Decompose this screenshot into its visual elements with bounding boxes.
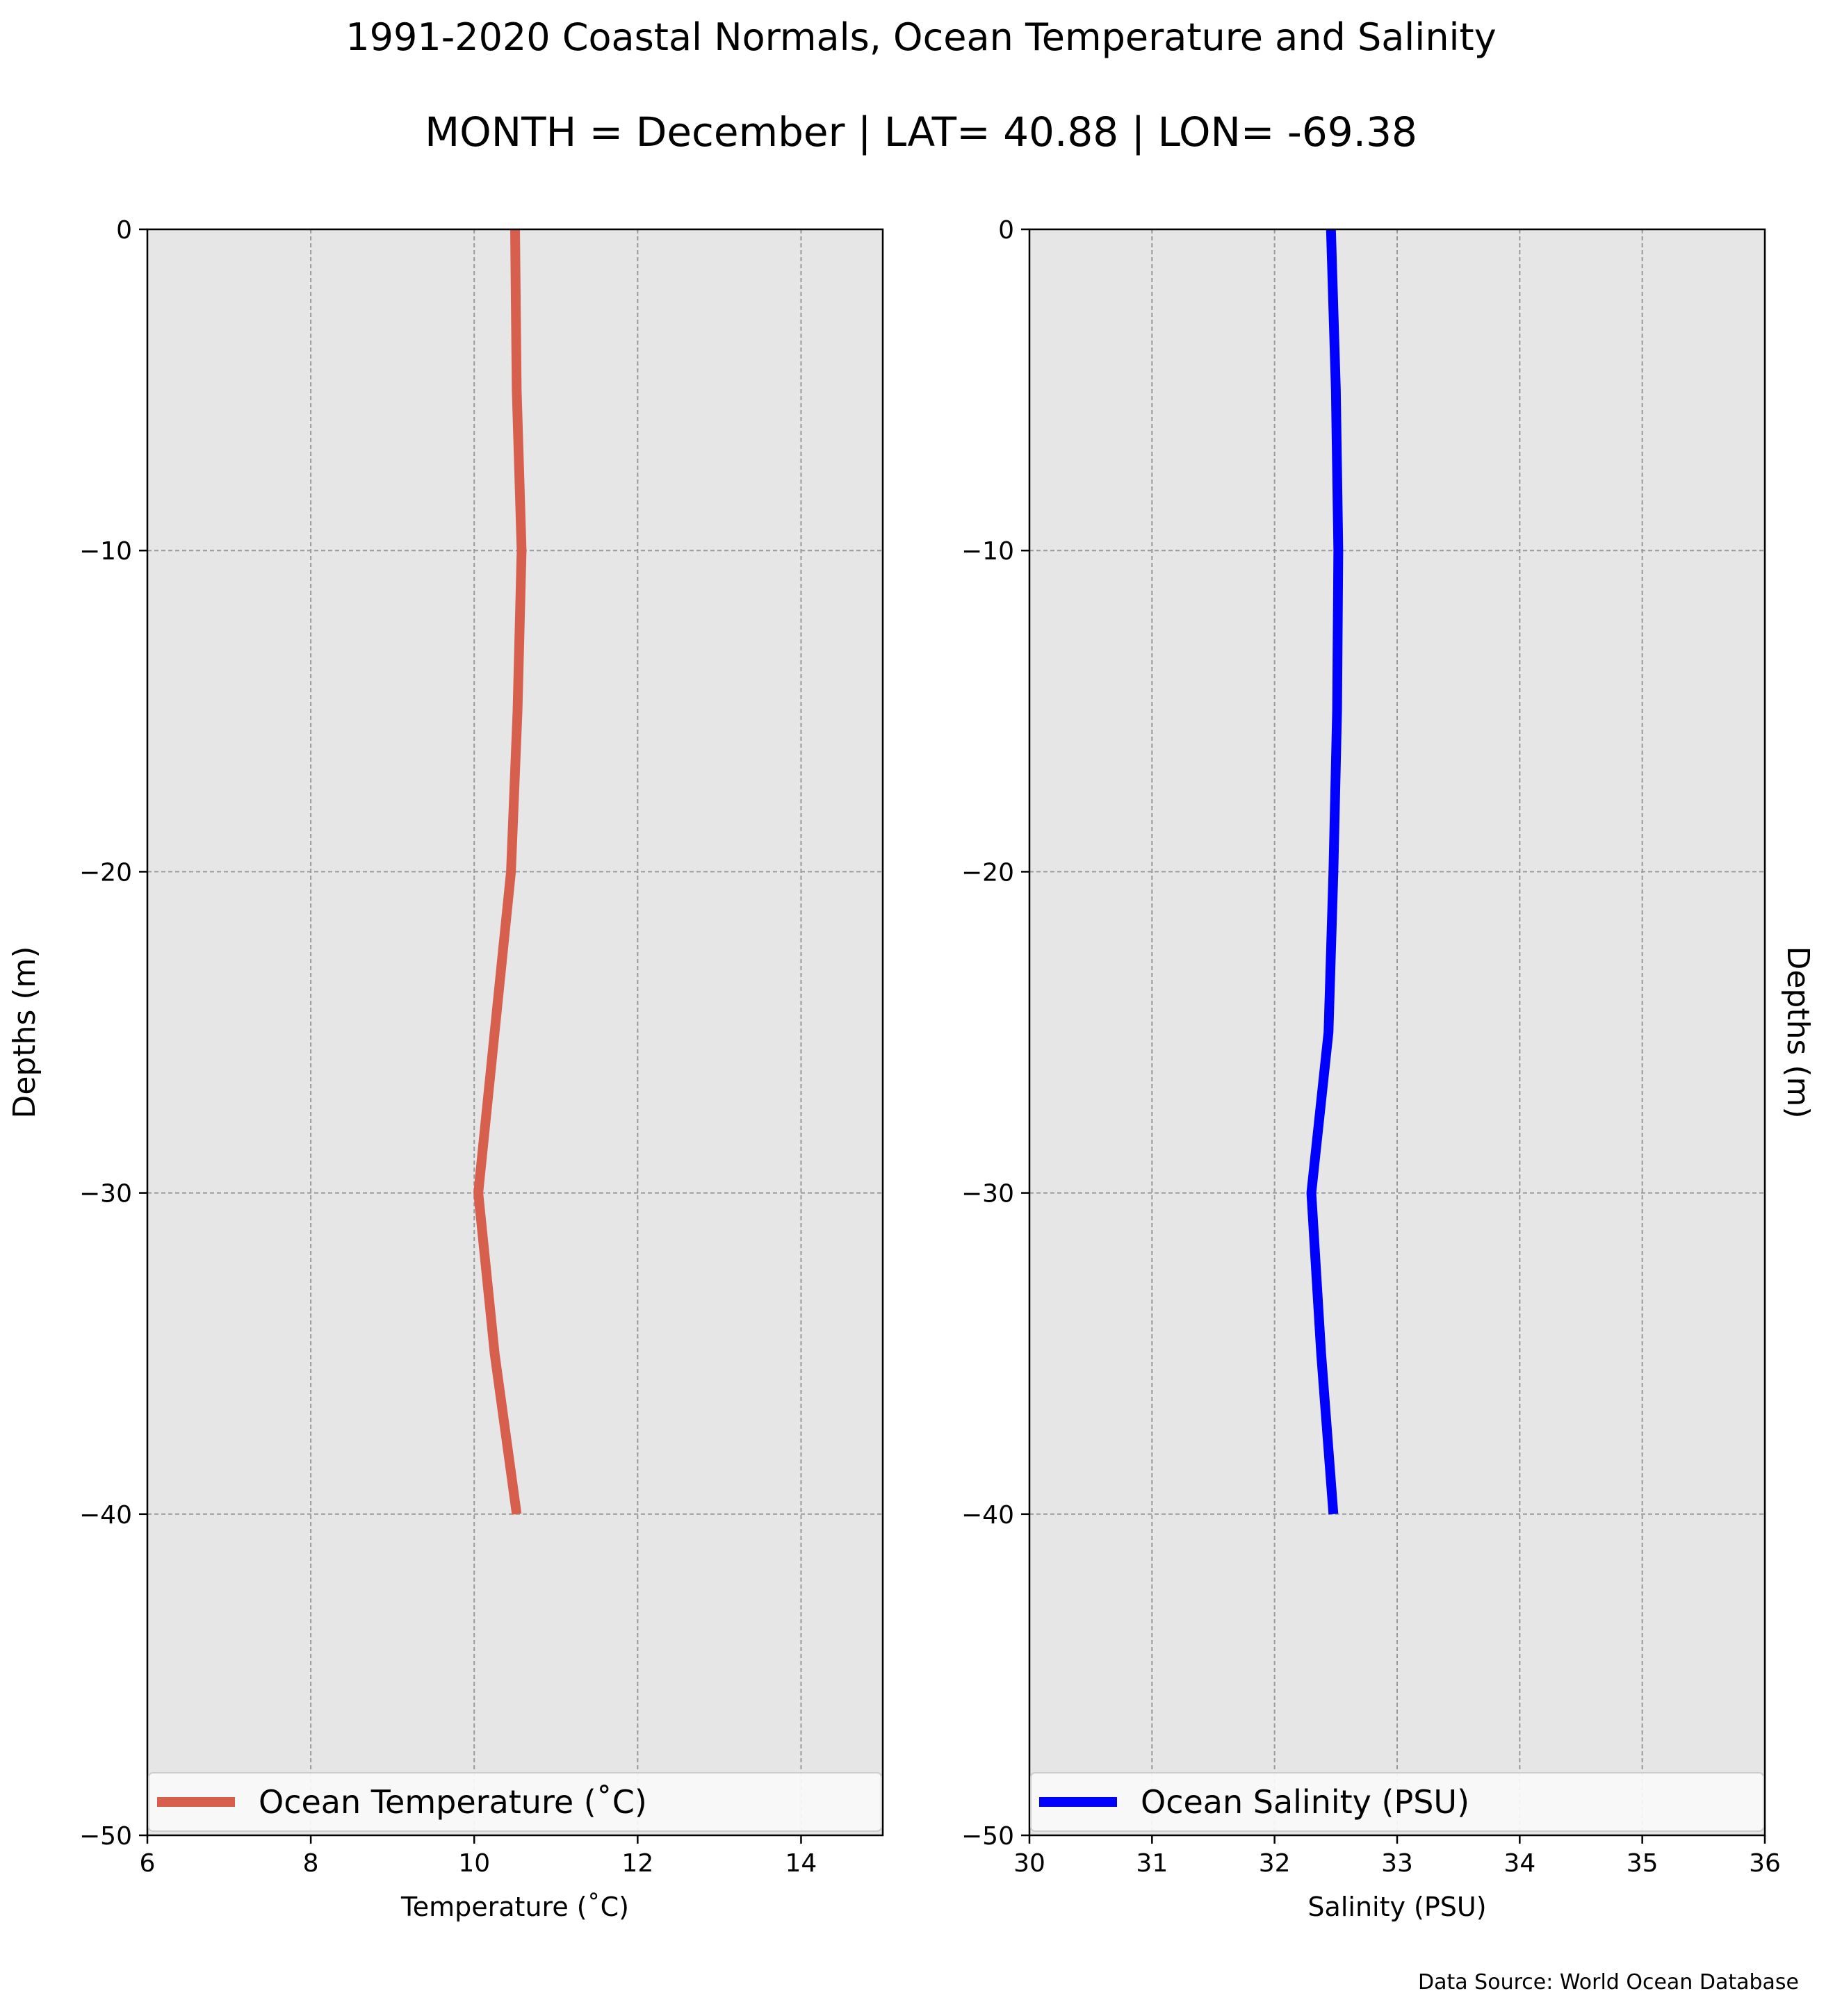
- chart-subtitle: MONTH = December | LAT= 40.88 | LON= -69…: [425, 108, 1417, 156]
- y-tick-label: −30: [961, 1180, 1014, 1208]
- legend-label: Ocean Temperature (˚C): [259, 1783, 647, 1821]
- y-tick-label: −10: [79, 537, 132, 566]
- chart-panel-salinity: 30 31 32 33 34 35 36 0 −10 −20 −30 −40 −50 Salinity (…: [961, 216, 1816, 1922]
- x-tick-label: 14: [785, 1849, 817, 1878]
- y-tick-label: 0: [998, 216, 1014, 245]
- y-tick-label: −50: [961, 1822, 1014, 1851]
- y-tick-label: 0: [116, 216, 132, 245]
- y-axis-label: Depths (m): [7, 946, 42, 1118]
- y-axis-label: Depths (m): [1780, 946, 1816, 1118]
- x-tick-label: 30: [1013, 1849, 1045, 1878]
- data-source-note: Data Source: World Ocean Database: [1418, 1970, 1799, 1994]
- x-tick-label: 32: [1259, 1849, 1291, 1878]
- plot-frame: [146, 228, 884, 1837]
- x-tick-label: 34: [1503, 1849, 1535, 1878]
- x-tick-label: 33: [1381, 1849, 1413, 1878]
- chart-panel-temperature: 6 8 10 12 14 0 −10 −20 −30 −40 −50 Temperature (˚C)…: [7, 216, 884, 1922]
- x-tick-label: 36: [1749, 1849, 1781, 1878]
- y-tick-label: −10: [961, 537, 1014, 566]
- x-tick-label: 12: [621, 1849, 653, 1878]
- y-tick-label: −40: [79, 1501, 132, 1530]
- chart-title: 1991-2020 Coastal Normals, Ocean Tempera…: [345, 15, 1496, 59]
- plot-area: [147, 229, 883, 1835]
- x-tick-label: 35: [1627, 1849, 1658, 1878]
- x-tick-label: 8: [303, 1849, 319, 1878]
- x-axis-label: Temperature (˚C): [400, 1892, 629, 1922]
- legend-box: [1030, 1772, 1764, 1832]
- y-tick-label: −40: [961, 1501, 1014, 1530]
- x-tick-label: 6: [140, 1849, 156, 1878]
- y-tick-label: −20: [79, 858, 132, 887]
- legend-label: Ocean Salinity (PSU): [1141, 1783, 1469, 1821]
- y-tick-label: −30: [79, 1180, 132, 1208]
- y-tick-label: −20: [961, 858, 1014, 887]
- series-line-temperature: [473, 229, 527, 1515]
- legend-box: [148, 1772, 882, 1832]
- x-axis-label: Salinity (PSU): [1307, 1892, 1486, 1922]
- x-tick-label: 31: [1136, 1849, 1168, 1878]
- x-tick-label: 10: [458, 1849, 490, 1878]
- y-tick-label: −50: [79, 1822, 132, 1851]
